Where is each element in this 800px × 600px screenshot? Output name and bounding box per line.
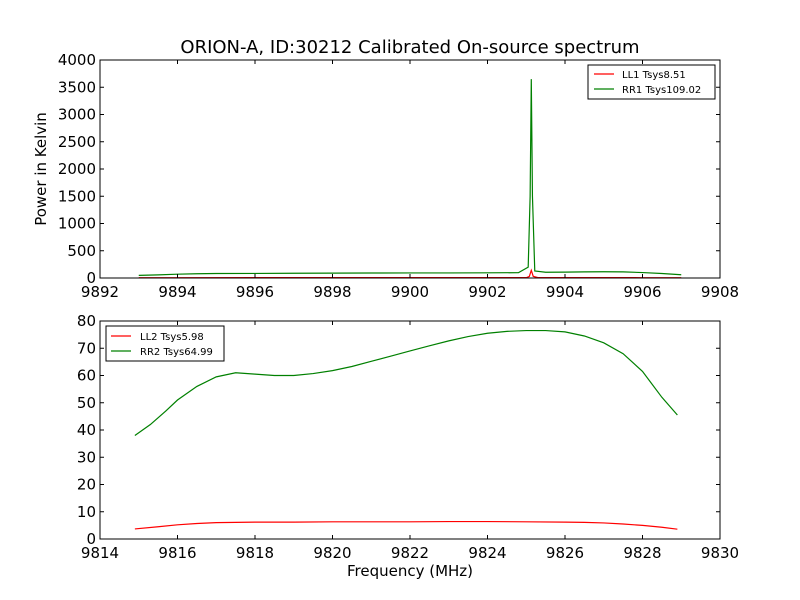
bottom-series-line-0 xyxy=(134,520,678,530)
bottom-x-tick-label: 9818 xyxy=(236,544,274,562)
top-y-tick-label: 4000 xyxy=(58,51,96,69)
legend-label-ll1: LL1 Tsys8.51 xyxy=(622,70,686,81)
bottom-y-tick-label: 80 xyxy=(77,312,96,330)
top-chart: ORION-A, ID:30212 Calibrated On-source s… xyxy=(32,37,739,301)
bottom-y-tick-label: 30 xyxy=(77,448,96,466)
top-chart-y-ticks: 0 500 1000 1500 2000 2500 3000 3500 4000 xyxy=(58,51,720,287)
top-y-tick-label: 2500 xyxy=(58,133,96,151)
top-x-tick-label: 9908 xyxy=(701,283,739,301)
top-y-tick-label: 0 xyxy=(86,269,96,287)
bottom-y-tick-label: 20 xyxy=(77,476,96,494)
bottom-x-tick-label: 9830 xyxy=(701,544,739,562)
bottom-chart-legend: LL2 Tsys5.98 RR2 Tsys64.99 xyxy=(105,325,225,362)
top-x-tick-label: 9900 xyxy=(391,283,429,301)
top-x-tick-label: 9892 xyxy=(81,283,119,301)
bottom-y-tick-label: 10 xyxy=(77,503,96,521)
top-x-tick-label: 9896 xyxy=(236,283,274,301)
top-chart-y-axis-label: Power in Kelvin xyxy=(32,112,50,226)
bottom-x-tick-label: 9814 xyxy=(81,544,119,562)
bottom-x-tick-label: 9822 xyxy=(391,544,429,562)
legend-label-rr1: RR1 Tsys109.02 xyxy=(622,85,701,96)
legend-label-rr2: RR2 Tsys64.99 xyxy=(140,347,213,358)
bottom-chart-legend-box xyxy=(105,325,225,362)
top-x-tick-label: 9898 xyxy=(313,283,351,301)
top-y-tick-label: 1500 xyxy=(58,187,96,205)
bottom-y-tick-label: 50 xyxy=(77,394,96,412)
top-y-tick-label: 2000 xyxy=(58,160,96,178)
top-x-tick-label: 9906 xyxy=(623,283,661,301)
top-y-tick-label: 500 xyxy=(67,242,96,260)
bottom-x-tick-label: 9824 xyxy=(468,544,506,562)
bottom-chart-x-ticks: 9814 9816 9818 9820 9822 9824 9826 9828 9830 xyxy=(81,321,739,562)
bottom-chart-series-lines xyxy=(134,329,678,530)
top-x-tick-label: 9902 xyxy=(468,283,506,301)
legend-label-ll2: LL2 Tsys5.98 xyxy=(140,332,204,343)
bottom-y-tick-label: 0 xyxy=(86,530,96,548)
top-y-tick-label: 3000 xyxy=(58,106,96,124)
top-y-tick-label: 1000 xyxy=(58,215,96,233)
bottom-x-tick-label: 9826 xyxy=(546,544,584,562)
bottom-y-tick-label: 70 xyxy=(77,339,96,357)
top-x-tick-label: 9894 xyxy=(158,283,196,301)
top-x-tick-label: 9904 xyxy=(546,283,584,301)
bottom-chart-y-ticks: 0 10 20 30 40 50 60 70 80 xyxy=(77,312,720,548)
top-chart-title: ORION-A, ID:30212 Calibrated On-source s… xyxy=(180,37,639,58)
bottom-x-tick-label: 9828 xyxy=(623,544,661,562)
top-y-tick-label: 3500 xyxy=(58,78,96,96)
bottom-chart-x-axis-label: Frequency (MHz) xyxy=(347,562,473,580)
top-chart-legend: LL1 Tsys8.51 RR1 Tsys109.02 xyxy=(587,64,716,100)
bottom-x-tick-label: 9816 xyxy=(158,544,196,562)
bottom-x-tick-label: 9820 xyxy=(313,544,351,562)
top-chart-x-ticks: 9892 9894 9896 9898 9900 9902 9904 9906 9908 xyxy=(81,60,739,301)
bottom-y-tick-label: 40 xyxy=(77,421,96,439)
bottom-y-tick-label: 60 xyxy=(77,367,96,385)
top-series-line-1 xyxy=(138,79,682,276)
top-chart-legend-box xyxy=(587,64,716,100)
bottom-chart: Frequency (MHz) 9814 9816 9818 9820 9822 9824… xyxy=(77,312,739,580)
bottom-series-line-1 xyxy=(134,329,678,436)
